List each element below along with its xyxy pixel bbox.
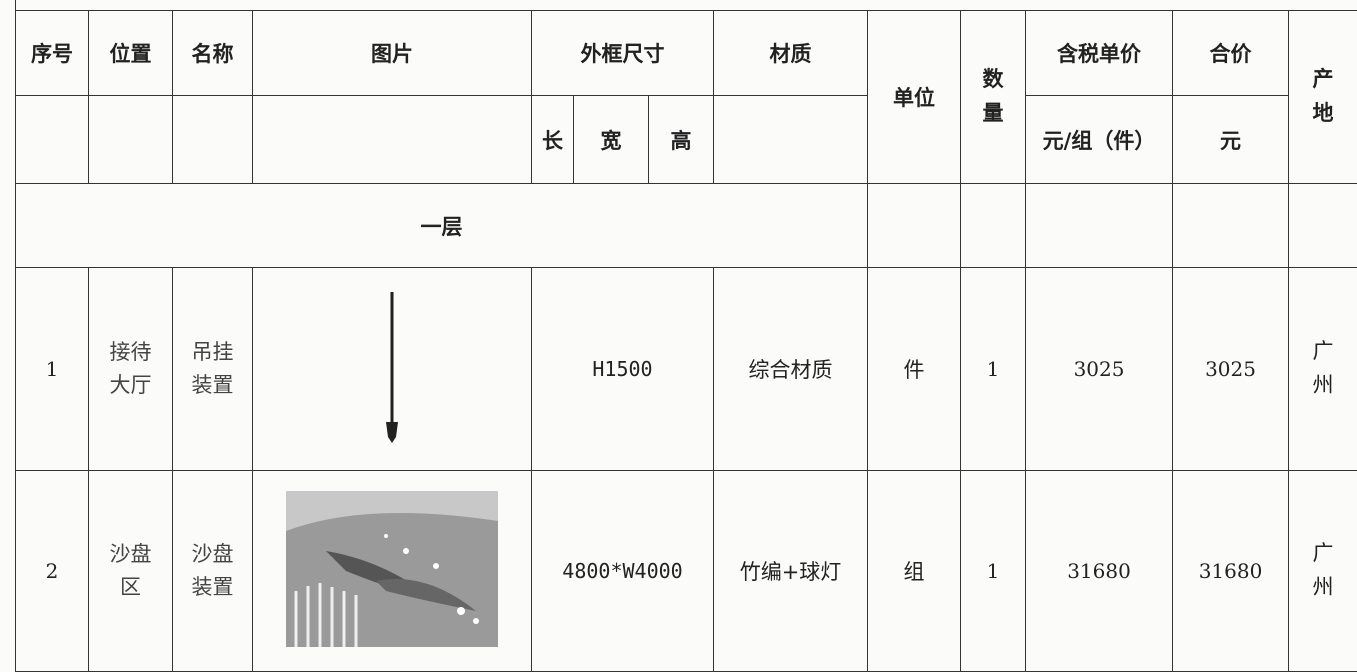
quantity-cell: 1 [961,471,1026,672]
total-cell: 3025 [1173,268,1289,471]
quantity-cell: 1 [961,268,1026,471]
total-cell: 31680 [1173,471,1289,672]
origin-text: 广州 [1312,335,1334,402]
section-row: 一层 [16,184,1357,268]
header-text: 数量 [982,63,1004,130]
empty-cell [89,96,173,184]
empty-cell [961,184,1026,268]
name-cell: 沙盘装置 [173,471,253,672]
header-cell: 长 [532,96,574,184]
empty-cell [1289,184,1357,268]
location-text: 接待大厅 [108,336,152,401]
sandtable-image [286,491,498,647]
header-cell: 图片 [253,11,532,96]
pendant-image [372,287,412,447]
header-cell: 合价 [1173,11,1289,96]
name-text: 沙盘装置 [190,538,234,603]
empty-cell [714,96,868,184]
size-cell: H1500 [532,268,714,471]
header-cell: 高 [649,96,714,184]
material-cell: 竹编+球灯 [714,471,868,672]
image-cell [253,268,532,471]
unit-price-cell: 3025 [1026,268,1173,471]
header-text: 产地 [1312,63,1334,130]
origin-cell: 广州 [1289,471,1357,672]
header-cell: 单位 [868,11,961,184]
item-row: 2 沙盘区 沙盘装置 4800*W4000 竹编+球灯 组 1 31680 31… [16,471,1357,672]
header-row: 序号 位置 名称 图片 外框尺寸 材质 单位 数量 含税单价 合价 产地 [16,11,1357,96]
location-cell: 沙盘区 [89,471,173,672]
size-cell: 4800*W4000 [532,471,714,672]
empty-cell [173,96,253,184]
image-cell [253,471,532,672]
unit-price-cell: 31680 [1026,471,1173,672]
header-cell: 含税单价 [1026,11,1173,96]
location-text: 沙盘区 [108,538,152,603]
empty-cell [16,96,89,184]
index-cell: 2 [16,471,89,672]
location-cell: 接待大厅 [89,268,173,471]
origin-cell: 广州 [1289,268,1357,471]
name-cell: 吊挂装置 [173,268,253,471]
header-cell: 材质 [714,11,868,96]
index-cell: 1 [16,268,89,471]
empty-cell [868,184,961,268]
header-cell: 元/组（件） [1026,96,1173,184]
header-cell: 元 [1173,96,1289,184]
top-border [15,0,1357,10]
unit-cell: 组 [868,471,961,672]
quote-table: 序号 位置 名称 图片 外框尺寸 材质 单位 数量 含税单价 合价 产地 长 宽… [15,10,1357,672]
empty-cell [253,96,532,184]
header-cell: 名称 [173,11,253,96]
empty-cell [1026,184,1173,268]
empty-cell [1173,184,1289,268]
origin-text: 广州 [1312,537,1334,604]
section-cell: 一层 [16,184,868,268]
header-cell: 位置 [89,11,173,96]
name-text: 吊挂装置 [190,336,234,401]
header-cell: 宽 [574,96,649,184]
header-cell: 产地 [1289,11,1357,184]
header-cell: 数量 [961,11,1026,184]
material-cell: 综合材质 [714,268,868,471]
header-cell: 外框尺寸 [532,11,714,96]
item-row: 1 接待大厅 吊挂装置 H1500 综合材质 件 1 3025 3025 广州 [16,268,1357,471]
unit-cell: 件 [868,268,961,471]
header-row: 长 宽 高 元/组（件） 元 [16,96,1357,184]
header-cell: 序号 [16,11,89,96]
